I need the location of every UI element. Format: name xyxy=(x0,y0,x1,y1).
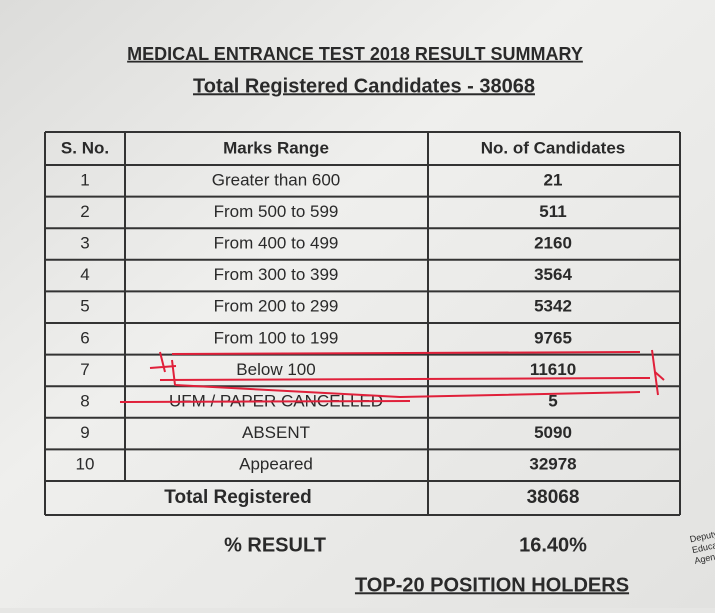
cell: 5 xyxy=(548,391,557,410)
column-header: No. of Candidates xyxy=(481,138,626,157)
result-label: % RESULT xyxy=(224,534,326,556)
cell: 7 xyxy=(80,360,89,379)
table: S. No. Marks Range No. of Candidates 1 Great… xyxy=(44,131,681,516)
cell: 32978 xyxy=(529,455,576,474)
pen-marks xyxy=(119,349,665,403)
cell: 3564 xyxy=(534,265,572,284)
column-header: Marks Range xyxy=(223,138,329,157)
cell: 511 xyxy=(539,202,566,221)
cell: 8 xyxy=(80,391,89,410)
cell: 6 xyxy=(80,328,89,347)
subtitle: Total Registered Candidates - 38068 xyxy=(193,75,535,97)
cell: From 500 to 599 xyxy=(214,202,339,221)
cell: 2 xyxy=(80,202,89,221)
cell: ABSENT xyxy=(242,423,310,442)
cell: 10 xyxy=(76,455,95,474)
cell: 4 xyxy=(80,265,89,284)
stamp-line: Deputy xyxy=(689,528,715,544)
cell: 5342 xyxy=(534,297,572,316)
cell: 5 xyxy=(80,297,89,316)
title: MEDICAL ENTRANCE TEST 2018 RESULT SUMMAR… xyxy=(127,44,583,64)
cell: 2160 xyxy=(534,233,572,252)
column-header: S. No. xyxy=(61,138,109,157)
cell: 1 xyxy=(80,170,89,189)
cell: From 300 to 399 xyxy=(214,265,339,284)
total-label: Total Registered xyxy=(164,487,311,508)
cell: Appeared xyxy=(239,455,313,474)
pen-stroke xyxy=(119,349,665,403)
cell: 9765 xyxy=(534,328,572,347)
cell: 21 xyxy=(544,170,563,189)
total-value: 38068 xyxy=(527,487,580,508)
cell: 9 xyxy=(80,423,89,442)
cell: Greater than 600 xyxy=(212,170,341,189)
result-value: 16.40% xyxy=(519,534,587,556)
cell: From 200 to 299 xyxy=(214,297,339,316)
cell: From 100 to 199 xyxy=(214,328,339,347)
cell: 3 xyxy=(80,233,89,252)
cell: From 400 to 499 xyxy=(214,233,339,252)
cell: Below 100 xyxy=(236,360,315,379)
cell: 11610 xyxy=(530,360,576,379)
cell: 5090 xyxy=(534,423,572,442)
footer-heading: TOP-20 POSITION HOLDERS xyxy=(355,574,629,596)
